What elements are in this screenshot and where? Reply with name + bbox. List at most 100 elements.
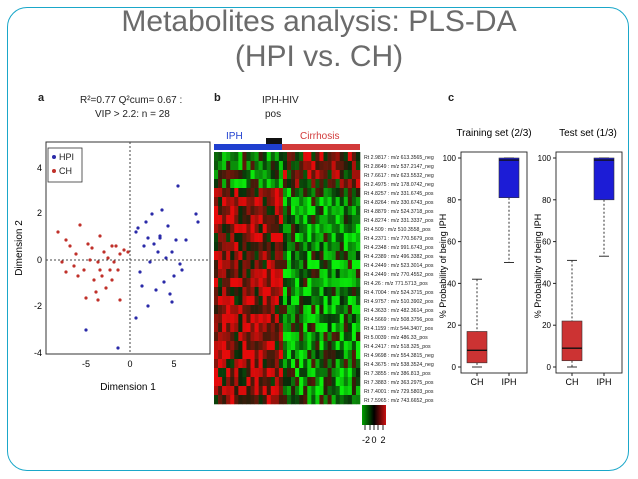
heatmap-cell [226, 314, 231, 324]
score-point-ch [110, 278, 114, 282]
heatmap-cell [218, 323, 223, 333]
heatmap-cell [335, 251, 341, 261]
heatmap-cell [242, 368, 247, 378]
heatmap-cell [266, 395, 272, 405]
score-point-hpi [170, 300, 174, 304]
heatmap-cell [287, 242, 292, 252]
heatmap-cell [250, 233, 255, 243]
heatmap-cell [278, 323, 284, 333]
heatmap-cell [307, 215, 312, 225]
heatmap-cell [351, 224, 357, 234]
heatmap-cell [307, 341, 312, 351]
heatmap-cell [234, 224, 239, 234]
heatmap-cell [270, 395, 276, 405]
heatmap-cell [303, 386, 308, 396]
heatmap-cell [355, 350, 361, 360]
heatmap-cell [214, 278, 219, 288]
score-point-ch [94, 290, 98, 294]
heatmap-cell [270, 287, 276, 297]
heatmap-cell [250, 278, 255, 288]
heatmap-cell [299, 395, 304, 405]
slide-title: Metabolites analysis: PLS-DA [121, 5, 517, 38]
heatmap-cell [246, 368, 251, 378]
heatmap-cell [343, 386, 349, 396]
heatmap-cell [238, 152, 243, 162]
heatmap-cell [266, 341, 272, 351]
heatmap-cell [258, 332, 263, 342]
heatmap-cell [291, 242, 296, 252]
heatmap-cell [315, 152, 320, 162]
score-point-hpi [144, 220, 148, 224]
heatmap-cell [311, 260, 316, 270]
heatmap-cell [339, 197, 345, 207]
heatmap-cell [327, 359, 332, 369]
heatmap-cell [339, 296, 345, 306]
heatmap-cell [299, 305, 304, 315]
heatmap-cell [335, 296, 341, 306]
heatmap-cell [258, 260, 263, 270]
score-point-ch [78, 223, 82, 227]
heatmap-cell [355, 179, 361, 189]
feature-label: Rt 4.2449 : m/z 523.3014_pos [364, 263, 434, 269]
heatmap-cell [230, 179, 235, 189]
heatmap-cell [335, 395, 341, 405]
heatmap-cell [254, 179, 259, 189]
heatmap-cell [238, 332, 243, 342]
heatmap-cell [246, 350, 251, 360]
heatmap-cell [355, 395, 361, 405]
heatmap-cell [214, 359, 219, 369]
legend-hpi-marker [52, 155, 56, 159]
heatmap-cell [234, 314, 239, 324]
heatmap-cell [218, 224, 223, 234]
heatmap-cell [339, 242, 345, 252]
heatmap-cell [218, 332, 223, 342]
heatmap-cell [351, 197, 357, 207]
heatmap-cell [278, 233, 284, 243]
heatmap-cell [315, 206, 320, 216]
heatmap-cell [278, 260, 284, 270]
heatmap-cell [254, 395, 259, 405]
heatmap-cell [343, 251, 349, 261]
y-tick-label: 60 [447, 238, 456, 247]
heatmap-cell [270, 197, 276, 207]
heatmap-cell [270, 368, 276, 378]
heatmap-cell [250, 242, 255, 252]
heatmap-cell [327, 395, 332, 405]
heatmap-cell [222, 242, 227, 252]
heatmap-cell [246, 305, 251, 315]
heatmap-cell [214, 368, 219, 378]
heatmap-cell [347, 197, 353, 207]
heatmap-cell [351, 242, 357, 252]
heatmap-cell [274, 260, 280, 270]
y-tick-label: 0 [452, 363, 457, 372]
heatmap-cell [254, 215, 259, 225]
heatmap-cell [266, 386, 272, 396]
heatmap-cell [331, 152, 336, 162]
group-label-cirrhosis: Cirrhosis [300, 131, 339, 142]
heatmap-cell [270, 350, 276, 360]
heatmap-cell [315, 242, 320, 252]
heatmap-cell [327, 350, 332, 360]
heatmap-cell [335, 332, 341, 342]
heatmap-cell [270, 152, 276, 162]
heatmap-cell [323, 260, 328, 270]
heatmap-cell [222, 224, 227, 234]
heatmap-cell [347, 395, 353, 405]
heatmap-cell [274, 305, 280, 315]
heatmap-cell [351, 305, 357, 315]
score-point-hpi [116, 346, 120, 350]
heatmap-cell [303, 332, 308, 342]
heatmap-cell [274, 341, 280, 351]
heatmap-cell [274, 152, 280, 162]
heatmap-cell [238, 395, 243, 405]
heatmap-cell [238, 296, 243, 306]
heatmap-cell [214, 314, 219, 324]
heatmap-cell [299, 341, 304, 351]
heatmap-cell [242, 341, 247, 351]
heatmap-cell [278, 215, 284, 225]
heatmap-cell [347, 278, 353, 288]
category-label: CH [471, 377, 484, 387]
heatmap-cell [291, 296, 296, 306]
heatmap-cell [258, 215, 263, 225]
heatmap-cell [266, 332, 272, 342]
